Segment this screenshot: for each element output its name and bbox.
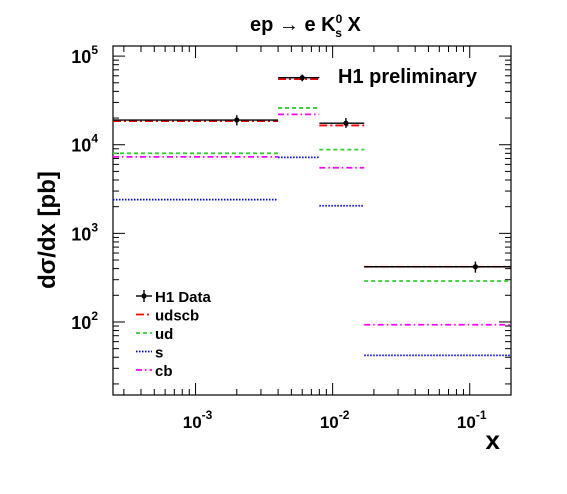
legend-label: udscb (155, 308, 199, 325)
legend-label: s (155, 345, 163, 362)
data-marker (299, 75, 305, 81)
x-tick-label: 10-3 (183, 408, 213, 432)
y-tick-label: 102 (71, 309, 98, 333)
y-axis-label: dσ/dx [pb] (34, 171, 61, 289)
h1-preliminary-label: H1 preliminary (338, 66, 478, 88)
model-series (113, 78, 511, 357)
chart-title-superscript: 0 (336, 12, 343, 26)
chart-title: ep → e K0 s X (250, 12, 362, 40)
data-point (364, 261, 511, 273)
legend-label: H1 Data (155, 289, 212, 306)
data-marker (343, 120, 349, 126)
data-point (278, 74, 320, 82)
axis-ticks: 102 103 104 105 10-3 10-2 10-1 (71, 43, 512, 432)
legend-item-cb: cb (136, 363, 173, 380)
y-tick-label: 104 (71, 132, 98, 156)
data-points (113, 74, 511, 273)
y-tick-label: 103 (71, 220, 98, 244)
chart-title-main: ep → e K (250, 14, 336, 36)
legend-swatch-marker (141, 293, 147, 299)
plot-frame (112, 45, 512, 396)
legend-item-ud: ud (136, 326, 173, 343)
data-marker (472, 264, 479, 270)
legend-item-h1-data: H1 Data (136, 289, 212, 306)
legend-label: cb (155, 363, 173, 380)
chart-title-tail: X (342, 14, 362, 36)
legend-item-s: s (136, 345, 163, 362)
data-marker (234, 117, 240, 123)
chart-title-subscript: s (335, 26, 342, 40)
legend-label: ud (155, 326, 173, 343)
x-tick-label: 10-1 (457, 408, 487, 432)
data-point (319, 118, 365, 128)
x-axis-label: x (486, 425, 501, 455)
x-tick-label: 10-2 (320, 408, 350, 432)
data-point (113, 115, 279, 126)
legend-item-udscb: udscb (136, 308, 199, 325)
y-tick-label: 105 (71, 43, 98, 67)
